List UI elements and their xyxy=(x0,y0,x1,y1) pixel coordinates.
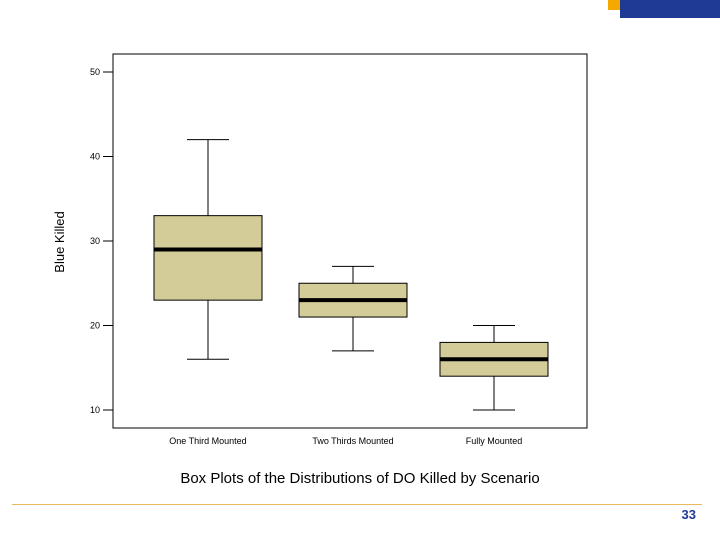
x-tick-label: Fully Mounted xyxy=(466,436,523,446)
y-axis-label: Blue Killed xyxy=(52,211,67,272)
x-tick-label: One Third Mounted xyxy=(169,436,246,446)
corner-accent-gold xyxy=(608,0,620,10)
page-number: 33 xyxy=(681,507,696,522)
corner-accent xyxy=(608,0,720,18)
chart-caption: Box Plots of the Distributions of DO Kil… xyxy=(180,470,540,487)
y-tick-label: 20 xyxy=(90,321,100,331)
footer-rule xyxy=(12,504,702,505)
y-tick-label: 40 xyxy=(90,152,100,162)
box-1 xyxy=(153,139,263,360)
box-3 xyxy=(439,325,549,411)
y-tick-label: 50 xyxy=(90,67,100,77)
box-plot-chart: 10 20 30 40 50 One Third Mounted Two Thirds M… xyxy=(52,53,588,446)
y-tick-label: 10 xyxy=(90,405,100,415)
x-tick-label: Two Thirds Mounted xyxy=(312,436,393,446)
y-axis: 10 20 30 40 50 xyxy=(90,67,113,415)
box-2 xyxy=(298,265,408,352)
corner-accent-navy xyxy=(620,0,720,18)
y-tick-label: 30 xyxy=(90,236,100,246)
x-axis: One Third Mounted Two Thirds Mounted Fully… xyxy=(169,436,522,446)
box-series xyxy=(153,139,549,411)
iqr-box xyxy=(153,215,263,301)
